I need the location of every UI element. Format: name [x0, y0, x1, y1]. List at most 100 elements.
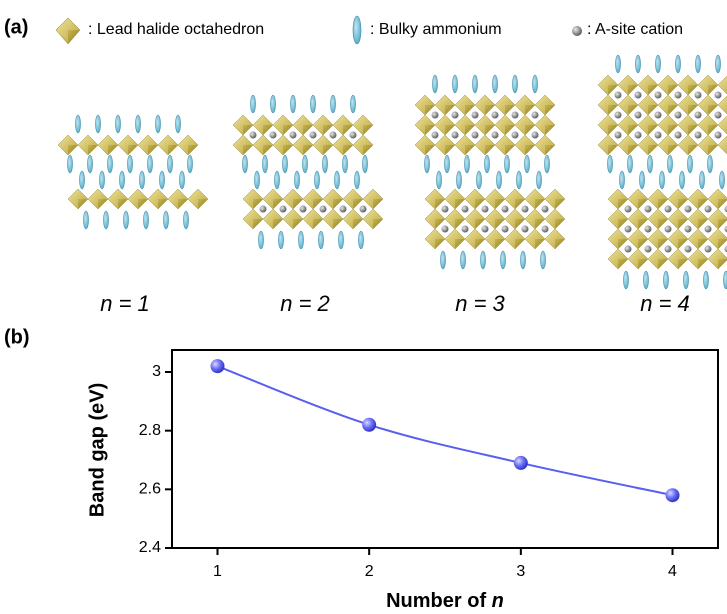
structures: [58, 55, 727, 289]
octahedron-shade: [88, 145, 98, 155]
octahedron-shade: [178, 199, 188, 209]
octahedron-shade: [555, 199, 565, 209]
octahedron-shade: [373, 199, 383, 209]
ammonium: [159, 171, 164, 189]
ammonium: [480, 251, 485, 269]
cation: [250, 132, 257, 139]
octahedron-shade: [148, 145, 158, 155]
octahedron-shade: [68, 145, 78, 155]
ammonium: [179, 171, 184, 189]
cation: [310, 132, 317, 139]
data-point: [211, 359, 225, 373]
octahedron-shade: [505, 145, 515, 155]
x-axis-label-text: Number of: [386, 590, 486, 612]
ammonium: [155, 115, 160, 133]
ammonium: [262, 155, 267, 173]
ammonium: [695, 55, 700, 73]
ammonium: [330, 95, 335, 113]
y-tick-label: 2.8: [139, 422, 161, 439]
octahedron-shade: [535, 239, 545, 249]
octahedron-shade: [485, 145, 495, 155]
cation: [502, 206, 509, 213]
cation: [645, 226, 652, 233]
ammonium: [187, 155, 192, 173]
octahedron-shade: [555, 219, 565, 229]
ammonium: [250, 95, 255, 113]
ammonium: [524, 155, 529, 173]
ammonium: [667, 155, 672, 173]
cation: [635, 132, 642, 139]
ammonium: [282, 155, 287, 173]
ammonium: [723, 271, 727, 289]
octahedron-shade: [353, 219, 363, 229]
structure-label: n = 3: [455, 291, 505, 316]
ammonium: [607, 155, 612, 173]
cation: [492, 112, 499, 119]
ammonium: [452, 75, 457, 93]
ammonium: [119, 171, 124, 189]
cation: [472, 112, 479, 119]
ammonium: [298, 231, 303, 249]
ammonium: [83, 211, 88, 229]
ammonium: [460, 251, 465, 269]
data-line: [218, 366, 673, 495]
ammonium: [615, 55, 620, 73]
ammonium: [619, 171, 624, 189]
octahedron-shade: [545, 145, 555, 155]
cation: [615, 92, 622, 99]
cation: [442, 226, 449, 233]
ammonium: [647, 155, 652, 173]
ammonium: [358, 231, 363, 249]
ammonium: [464, 155, 469, 173]
octahedron-shade: [608, 145, 618, 155]
octahedron-shade: [198, 199, 208, 209]
octahedron-shade: [698, 259, 708, 269]
octahedron-shade: [363, 125, 373, 135]
y-tick-label: 2.6: [139, 481, 161, 498]
octahedron-shade: [343, 145, 353, 155]
octahedron-shade: [688, 145, 698, 155]
ammonium: [520, 251, 525, 269]
ammonium: [683, 271, 688, 289]
ammonium: [512, 75, 517, 93]
ammonium: [135, 115, 140, 133]
legend-text: : Lead halide octahedron: [88, 21, 264, 38]
octahedron-shade: [648, 145, 658, 155]
ammonium: [544, 155, 549, 173]
ammonium: [639, 171, 644, 189]
ammonium: [484, 155, 489, 173]
y-tick-label: 2.4: [139, 539, 161, 556]
ammonium: [659, 171, 664, 189]
ammonium: [715, 55, 720, 73]
ammonium: [147, 155, 152, 173]
ammonium: [707, 155, 712, 173]
octahedron-shade: [283, 145, 293, 155]
x-tick-label: 4: [668, 563, 677, 580]
octahedron-shade: [495, 239, 505, 249]
cation: [655, 92, 662, 99]
ammonium: [79, 171, 84, 189]
ammonium: [139, 171, 144, 189]
octahedron-shade: [373, 219, 383, 229]
ammonium: [107, 155, 112, 173]
ammonium: [127, 155, 132, 173]
octahedron-shade: [243, 145, 253, 155]
octahedron-shade: [445, 145, 455, 155]
cation: [615, 132, 622, 139]
octahedron-shade: [425, 145, 435, 155]
legend-text: : Bulky ammonium: [370, 21, 502, 38]
ammonium: [99, 171, 104, 189]
ammonium: [532, 75, 537, 93]
cation: [542, 226, 549, 233]
structure-label: n = 4: [640, 291, 690, 316]
figure: (a) : Lead halide octahedron : Bulky amm…: [0, 0, 727, 614]
cation: [432, 132, 439, 139]
ammonium: [492, 75, 497, 93]
cation: [695, 112, 702, 119]
ammonium: [623, 271, 628, 289]
ammonium: [687, 155, 692, 173]
cation: [280, 206, 287, 213]
cation: [695, 92, 702, 99]
x-tick-label: 2: [365, 563, 374, 580]
x-tick-label: 1: [213, 563, 222, 580]
